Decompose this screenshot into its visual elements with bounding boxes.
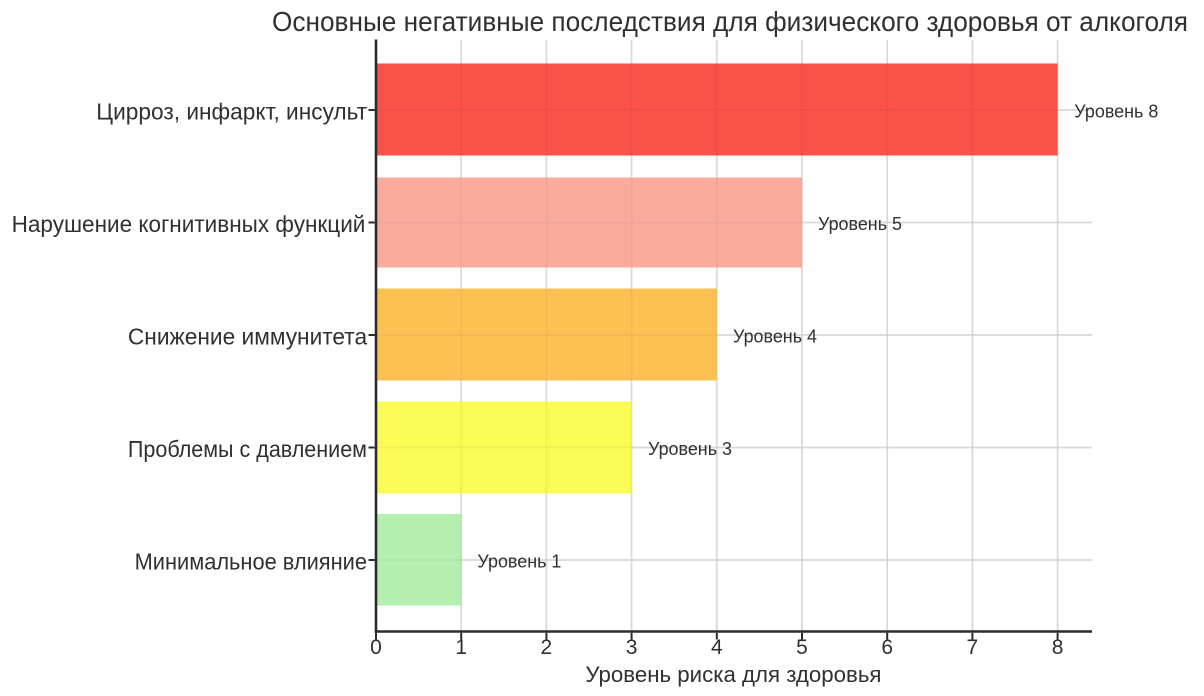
svg-text:Уровень 5: Уровень 5: [818, 214, 902, 234]
svg-text:4: 4: [711, 636, 723, 659]
svg-text:0: 0: [370, 636, 382, 659]
svg-text:1: 1: [455, 636, 467, 659]
svg-text:6: 6: [881, 636, 893, 659]
svg-text:5: 5: [796, 636, 808, 659]
svg-text:7: 7: [967, 636, 979, 659]
svg-text:Снижение иммунитета: Снижение иммунитета: [128, 323, 368, 349]
svg-text:2: 2: [541, 636, 553, 659]
svg-text:Уровень риска для здоровья: Уровень риска для здоровья: [585, 662, 881, 687]
svg-text:Уровень 3: Уровень 3: [648, 439, 732, 459]
svg-text:Минимальное влияние: Минимальное влияние: [135, 548, 367, 574]
svg-text:8: 8: [1052, 636, 1064, 659]
svg-text:Уровень 1: Уровень 1: [477, 552, 561, 572]
svg-text:3: 3: [626, 636, 638, 659]
svg-text:Основные негативные последстви: Основные негативные последствия для физи…: [272, 6, 1188, 37]
svg-text:Цирроз, инфаркт, инсульт: Цирроз, инфаркт, инсульт: [96, 98, 367, 124]
svg-text:Уровень 8: Уровень 8: [1074, 102, 1158, 122]
svg-text:Уровень 4: Уровень 4: [733, 327, 817, 347]
svg-text:Нарушение когнитивных функций: Нарушение когнитивных функций: [12, 211, 366, 237]
svg-text:Проблемы с давлением: Проблемы с давлением: [128, 436, 367, 462]
